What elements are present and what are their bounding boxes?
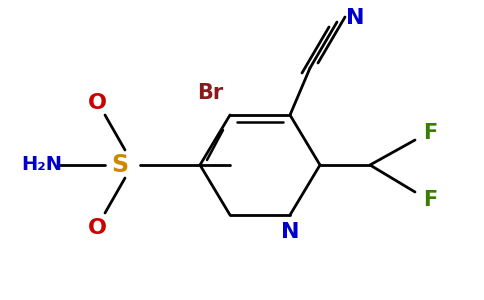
Text: F: F xyxy=(423,190,437,210)
Text: F: F xyxy=(423,123,437,143)
Text: N: N xyxy=(281,222,299,242)
Text: O: O xyxy=(88,93,106,113)
Text: Br: Br xyxy=(197,83,223,103)
Text: N: N xyxy=(346,8,364,28)
Text: S: S xyxy=(111,153,129,177)
Text: O: O xyxy=(88,218,106,238)
Text: H₂N: H₂N xyxy=(21,155,62,175)
